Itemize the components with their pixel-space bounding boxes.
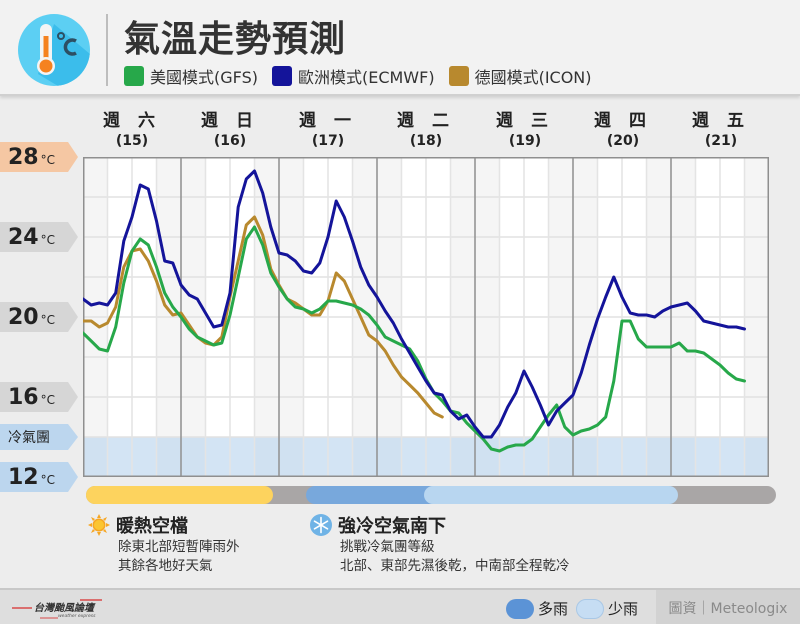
note-line: 除東北部短暫陣雨外 <box>118 539 240 555</box>
note-title: 強冷空氣南下 <box>310 512 570 538</box>
taiwan-typhoon-forum-logo: 台灣颱風論壇 weather express <box>12 599 102 619</box>
series-line-德國模式(ICON) <box>83 215 444 419</box>
y-tick-value: 24 <box>8 224 39 250</box>
header: 氣溫走勢預測 美國模式(GFS) 歐洲模式(ECMWF) 德國模式(ICON) <box>0 0 800 96</box>
note-cold: 強冷空氣南下 挑戰冷氣團等級 北部、東部先濕後乾，中南部全程乾冷 <box>310 512 570 576</box>
series-line-美國模式(GFS) <box>83 225 746 453</box>
y-tick-20: 20 °C <box>0 302 78 332</box>
y-tick-value: 28 <box>8 144 39 170</box>
y-tick-unit: °C <box>40 473 56 487</box>
ecmwf-swatch-icon <box>271 66 292 86</box>
note-title: 暖熱空檔 <box>88 512 240 538</box>
day-name: 週 四 <box>594 111 652 131</box>
y-tick-value: 20 <box>8 304 39 330</box>
heavy-rain-swatch-icon <box>506 598 534 619</box>
y-tick-unit: °C <box>40 233 56 247</box>
legend-item-ecmwf: 歐洲模式(ECMWF) <box>271 64 435 88</box>
thermometer-celsius-icon <box>18 14 90 86</box>
note-line: 其餘各地好天氣 <box>118 558 213 574</box>
day-label-mon: 週 一 (17) <box>279 106 377 149</box>
data-credit: 圖資｜Meteologix <box>656 590 800 624</box>
day-num: (15) <box>115 133 149 149</box>
header-divider <box>106 14 108 86</box>
y-tick-24: 24 °C <box>0 222 78 252</box>
rain-legend-heavy: 多雨 <box>506 598 568 619</box>
day-label-fri: 週 五 (21) <box>672 106 770 149</box>
day-label-tue: 週 二 (18) <box>377 106 475 149</box>
legend-label: 美國模式(GFS) <box>150 68 258 87</box>
day-num: (20) <box>606 133 640 149</box>
light-rain-segment <box>424 486 678 504</box>
gfs-swatch-icon <box>124 66 144 86</box>
legend-label: 德國模式(ICON) <box>474 68 592 87</box>
weather-timeline-bar <box>86 486 776 504</box>
day-label-wed: 週 三 (19) <box>476 106 574 149</box>
day-name: 週 三 <box>496 111 554 131</box>
y-tick-unit: °C <box>40 393 56 407</box>
rain-legend-label: 少雨 <box>608 600 639 618</box>
svg-text:weather express: weather express <box>58 613 96 619</box>
legend-label: 歐洲模式(ECMWF) <box>297 68 435 87</box>
footer: 台灣颱風論壇 weather express 多雨 少雨 圖資｜Meteolog… <box>0 588 800 624</box>
snowflake-icon <box>310 514 332 536</box>
light-rain-swatch-icon <box>576 598 604 619</box>
series-line-歐洲模式(ECMWF) <box>83 169 746 439</box>
rain-legend-light: 少雨 <box>576 598 638 619</box>
day-name: 週 二 <box>397 111 455 131</box>
day-name: 週 一 <box>299 111 357 131</box>
day-num: (19) <box>508 133 542 149</box>
note-line: 挑戰冷氣團等級 <box>340 539 435 555</box>
model-legend: 美國模式(GFS) 歐洲模式(ECMWF) 德國模式(ICON) <box>124 64 606 88</box>
y-tick-12: 12 °C <box>0 462 78 492</box>
sun-icon <box>88 514 110 536</box>
note-warm: 暖熱空檔 除東北部短暫陣雨外 其餘各地好天氣 <box>88 512 240 576</box>
day-num: (21) <box>704 133 738 149</box>
note-title-text: 暖熱空檔 <box>116 516 188 537</box>
y-tick-value: 16 <box>8 384 39 410</box>
y-tick-unit: °C <box>40 313 56 327</box>
warm-period-segment <box>86 486 273 504</box>
rain-legend-label: 多雨 <box>538 600 569 618</box>
cold-air-mass-label: 冷氣團 <box>8 430 50 446</box>
cold-air-mass-tag: 冷氣團 <box>0 424 78 450</box>
y-tick-value: 12 <box>8 464 39 490</box>
icon-model-swatch-icon <box>448 66 469 86</box>
page-title: 氣溫走勢預測 <box>124 19 347 60</box>
day-name: 週 六 <box>103 111 161 131</box>
day-num: (16) <box>213 133 247 149</box>
day-num: (18) <box>409 133 443 149</box>
y-tick-unit: °C <box>40 153 56 167</box>
svg-text:台灣颱風論壇: 台灣颱風論壇 <box>34 602 96 614</box>
day-label-sat: 週 六 (15) <box>83 106 181 149</box>
day-label-sun: 週 日 (16) <box>181 106 279 149</box>
legend-item-icon: 德國模式(ICON) <box>448 64 592 88</box>
day-num: (17) <box>311 133 345 149</box>
note-title-text: 強冷空氣南下 <box>338 516 446 537</box>
y-tick-28: 28 °C <box>0 142 78 172</box>
temperature-line-chart <box>83 157 769 477</box>
day-name: 週 五 <box>692 111 750 131</box>
note-line: 北部、東部先濕後乾，中南部全程乾冷 <box>340 558 570 574</box>
day-name: 週 日 <box>201 111 259 131</box>
y-tick-16: 16 °C <box>0 382 78 412</box>
day-label-thu: 週 四 (20) <box>574 106 672 149</box>
legend-item-gfs: 美國模式(GFS) <box>124 64 258 88</box>
